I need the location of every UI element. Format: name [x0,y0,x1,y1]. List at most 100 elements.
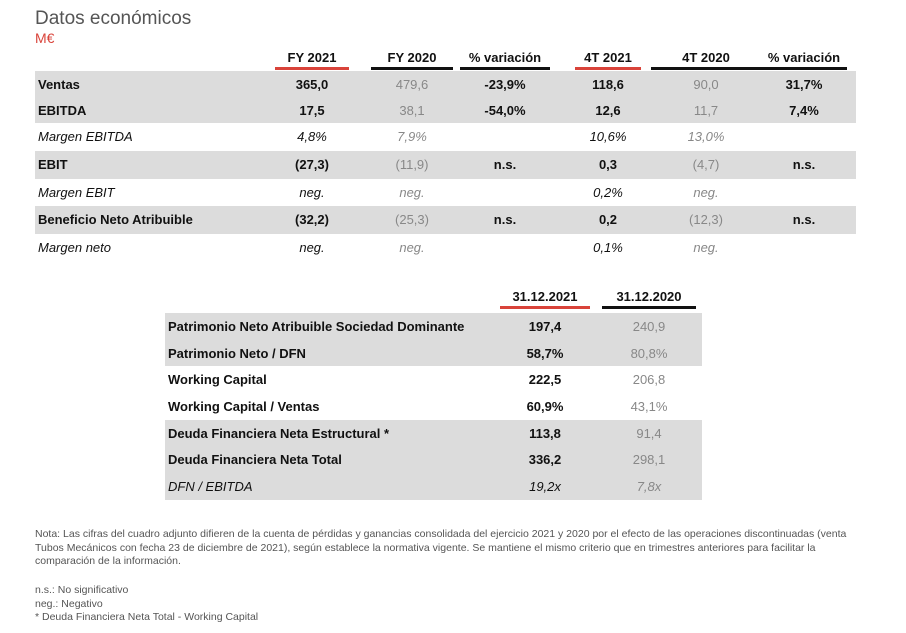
table-header: 31.12.2021 31.12.2020 [165,286,702,313]
row-label: EBITDA [38,103,87,118]
cell-fy2020: (11,9) [395,157,429,172]
footnote: Nota: Las cifras del cuadro adjunto difi… [35,528,847,567]
cell-fy2021: 17,5 [299,103,325,118]
header-underline-2020 [602,306,696,309]
header-variacion-fy: % variación [468,50,542,65]
unit-label: M€ [35,30,55,46]
cell-fy2020: neg. [399,185,425,200]
header-underline-variacion-4t [761,67,847,70]
row-label: Margen neto [38,240,111,255]
economic-data-table: FY 2021 FY 2020 % variación 4T 2021 4T 2… [35,47,856,260]
cell-2020: 91,4 [636,425,662,441]
row-label: Patrimonio Neto Atribuible Sociedad Domi… [168,319,465,334]
cell-2021: 60,9% [526,399,564,415]
cell-4t2020: 90,0 [693,77,719,92]
cell-variacion-fy: -23,9% [484,77,526,92]
cell-2020: 298,1 [632,452,666,468]
cell-2021: 197,4 [528,319,562,334]
legend-ns: n.s.: No significativo [35,584,129,596]
cell-2021: 336,2 [528,452,562,468]
cell-fy2021: 4,8% [297,129,327,144]
table-row-dfn-ebitda: DFN / EBITDA 19,2x 7,8x [165,473,702,500]
header-31-12-2020: 31.12.2020 [616,289,682,304]
header-underline-4t2021 [575,67,641,70]
header-fy2020: FY 2020 [387,50,437,65]
cell-4t2021: 0,3 [598,157,618,172]
header-underline-fy2021 [275,67,349,70]
table-row-working-capital-ventas: Working Capital / Ventas 60,9% 43,1% [165,393,702,420]
row-label: Patrimonio Neto / DFN [168,345,306,361]
row-label: Deuda Financiera Neta Total [168,452,342,468]
table-header: FY 2021 FY 2020 % variación 4T 2021 4T 2… [35,47,856,71]
table-row-ventas: Ventas 365,0 479,6 -23,9% 118,6 90,0 31,… [35,71,856,97]
table-row-ebitda: EBITDA 17,5 38,1 -54,0% 12,6 11,7 7,4% [35,97,856,123]
cell-4t2020: (4,7) [692,157,720,172]
row-label: Beneficio Neto Atribuible [38,212,193,227]
table-row-beneficio-neto: Beneficio Neto Atribuible (32,2) (25,3) … [35,206,856,234]
cell-2020: 80,8% [630,345,668,361]
row-label: Margen EBITDA [38,129,133,144]
cell-4t2021: 10,6% [589,129,627,144]
row-label: Margen EBIT [38,185,115,200]
cell-4t2020: neg. [693,240,719,255]
cell-4t2020: 13,0% [687,129,725,144]
cell-2021: 58,7% [526,345,564,361]
cell-4t2021: 12,6 [595,103,621,118]
row-label: DFN / EBITDA [168,479,253,495]
cell-fy2021: neg. [299,240,325,255]
header-underline-4t2020 [651,67,761,70]
balance-data-table: 31.12.2021 31.12.2020 Patrimonio Neto At… [165,286,702,500]
cell-4t2020: 11,7 [693,103,719,118]
cell-2020: 240,9 [632,319,666,334]
header-underline-variacion-fy [460,67,550,70]
table-row-working-capital: Working Capital 222,5 206,8 [165,366,702,393]
cell-2021: 19,2x [529,479,561,495]
legend-asterisk: * Deuda Financiera Neta Total - Working … [35,611,259,623]
cell-variacion-fy: -54,0% [484,103,526,118]
table-row-dfn-total: Deuda Financiera Neta Total 336,2 298,1 [165,446,702,474]
table-row-ebit: EBIT (27,3) (11,9) n.s. 0,3 (4,7) n.s. [35,151,856,179]
header-underline-fy2020 [371,67,453,70]
cell-4t2021: 0,1% [593,240,623,255]
table-row-dfn-estructural: Deuda Financiera Neta Estructural * 113,… [165,419,702,447]
legend: n.s.: No significativo neg.: Negativo * … [35,584,258,625]
header-underline-2021 [500,306,590,309]
cell-2020: 206,8 [632,372,666,388]
cell-variacion-4t: 31,7% [785,77,823,92]
page-title: Datos económicos [35,8,192,29]
cell-2021: 113,8 [529,425,561,441]
cell-4t2021: 118,6 [592,77,624,92]
legend-neg: neg.: Negativo [35,597,103,610]
row-label: Deuda Financiera Neta Estructural * [168,425,390,441]
table-row-margen-ebit: Margen EBIT neg. neg. 0,2% neg. [35,179,856,206]
cell-fy2020: (25,3) [395,212,429,227]
cell-fy2021: (27,3) [295,157,329,172]
cell-fy2020: 38,1 [399,103,425,118]
cell-variacion-4t: n.s. [792,212,816,227]
table-row-margen-neto: Margen neto neg. neg. 0,1% neg. [35,234,856,260]
row-label: Ventas [38,77,80,92]
cell-2020: 7,8x [636,479,662,495]
cell-fy2021: 365,0 [295,77,329,92]
cell-fy2021: (32,2) [295,212,329,227]
cell-variacion-fy: n.s. [493,157,517,172]
cell-fy2021: neg. [299,185,325,200]
cell-fy2020: 479,6 [395,77,429,92]
header-variacion-4t: % variación [767,50,841,65]
cell-fy2020: neg. [399,240,425,255]
cell-2021: 222,5 [528,372,562,388]
cell-fy2020: 7,9% [397,129,427,144]
row-label: Working Capital [168,372,267,388]
cell-4t2020: neg. [693,185,719,200]
cell-4t2021: 0,2 [598,212,618,227]
row-label: EBIT [38,157,68,172]
row-label: Working Capital / Ventas [168,399,320,415]
cell-4t2020: (12,3) [689,212,723,227]
header-31-12-2021: 31.12.2021 [512,289,578,304]
cell-variacion-4t: 7,4% [789,103,819,118]
table-row-patrimonio-dfn: Patrimonio Neto / DFN 58,7% 80,8% [165,339,702,367]
cell-4t2021: 0,2% [593,185,623,200]
header-4t2020: 4T 2020 [682,50,730,65]
cell-variacion-4t: n.s. [792,157,816,172]
table-row-margen-ebitda: Margen EBITDA 4,8% 7,9% 10,6% 13,0% [35,123,856,151]
